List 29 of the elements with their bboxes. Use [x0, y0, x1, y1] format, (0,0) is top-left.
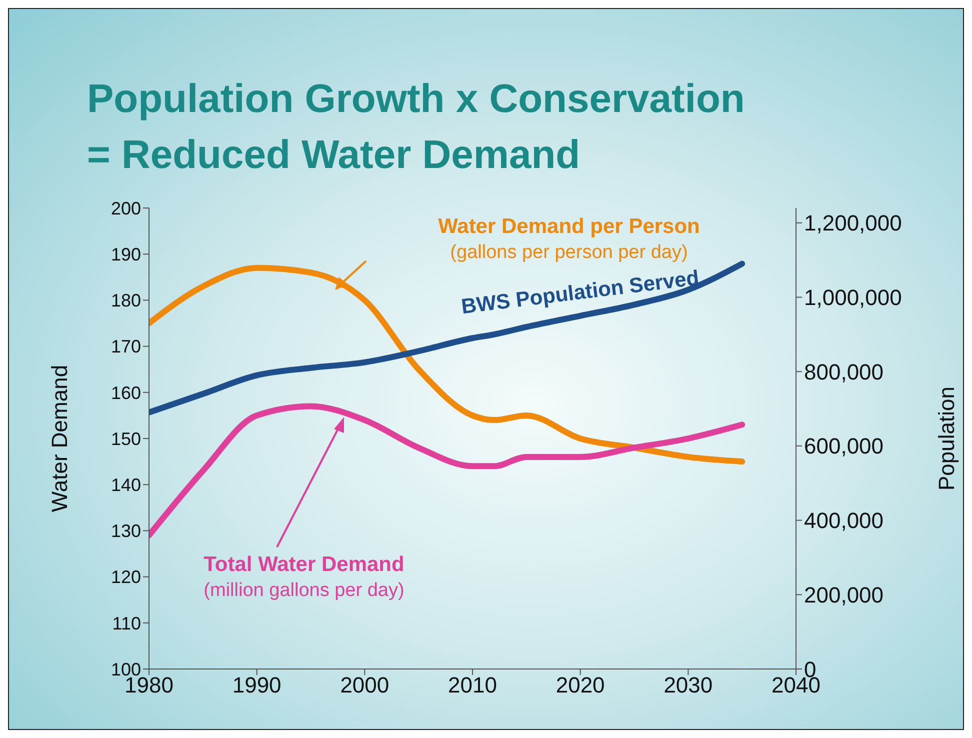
y-tick-label: 200 — [110, 198, 141, 218]
y2-tick-label: 400,000 — [804, 508, 884, 534]
y-tick-label: 160 — [110, 382, 141, 403]
x-tick-label: 1990 — [232, 672, 282, 698]
text: BWS Population Served — [460, 266, 700, 319]
x-tick-label: 2020 — [556, 672, 605, 698]
y-tick-label: 130 — [110, 521, 141, 542]
y2-tick-label: 600,000 — [804, 434, 884, 459]
annotation: (million gallons per day) — [204, 580, 404, 601]
y-tick-label: 180 — [110, 290, 141, 311]
text: Water Demand per Person — [438, 215, 700, 238]
y-axis-title: Water Demand — [46, 364, 72, 512]
y-tick-label: 110 — [112, 613, 141, 634]
annotation: (gallons per person per day) — [450, 242, 688, 263]
x-tick-label: 2030 — [664, 672, 713, 698]
chart-title: Population Growth x Conservation = Reduced Water Demand — [87, 76, 745, 179]
y-tick-label: 190 — [110, 244, 141, 264]
y-tick-label: 150 — [110, 428, 141, 449]
x-tick-label: 2010 — [448, 672, 497, 698]
y2-tick-label: 1,200,000 — [804, 210, 902, 236]
y-tick-label: 120 — [110, 567, 141, 588]
y-tick-label: 170 — [110, 336, 141, 357]
y2-tick-label: 200,000 — [804, 582, 884, 608]
y2-tick-label: 1,000,000 — [804, 285, 902, 310]
y2-axis-title: Population — [934, 386, 959, 490]
y-tick-label: 140 — [110, 474, 141, 495]
text: Total Water Demand — [204, 553, 404, 576]
y2-tick-label: 800,000 — [804, 359, 884, 384]
x-tick-label: 2000 — [340, 672, 390, 698]
